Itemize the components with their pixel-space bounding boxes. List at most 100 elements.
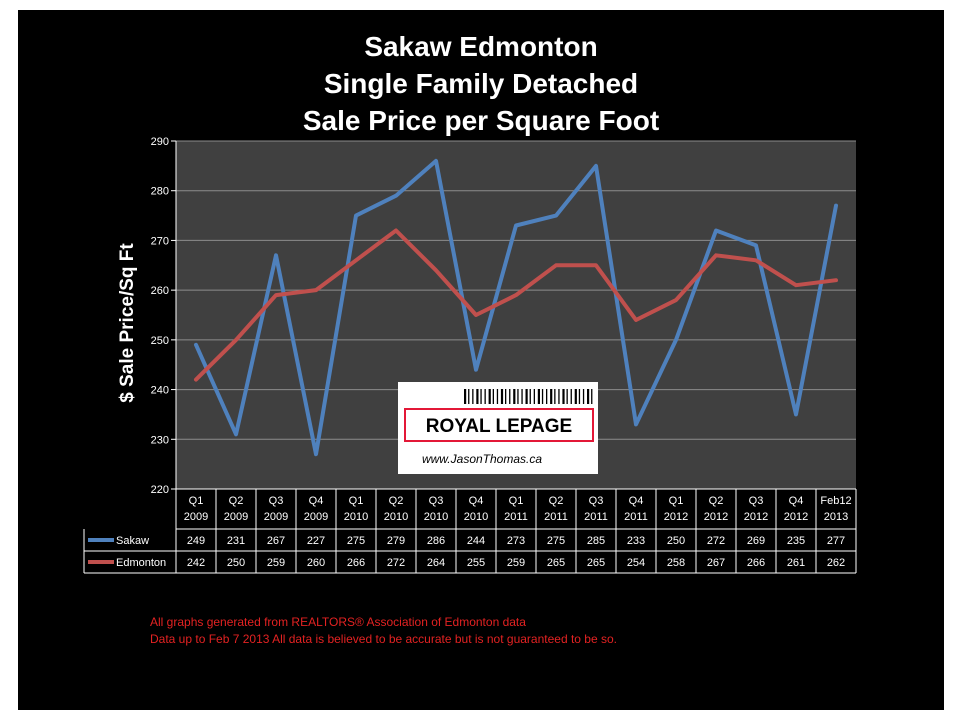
x-tick-label: Q1 bbox=[189, 495, 204, 507]
footer-line-2: Data up to Feb 7 2013 All data is believ… bbox=[150, 632, 617, 646]
chart-title: Sakaw Edmonton Single Family Detached Sa… bbox=[18, 28, 944, 139]
logo-barcode-stripe bbox=[587, 389, 590, 404]
data-label: 250 bbox=[227, 557, 245, 569]
x-tick-label: Q1 bbox=[349, 495, 364, 507]
logo-barcode-stripe bbox=[546, 389, 548, 404]
x-tick-label: Q2 bbox=[549, 495, 564, 507]
logo-barcode-stripe bbox=[484, 389, 486, 404]
x-tick-label: Q1 bbox=[669, 495, 684, 507]
logo-barcode-stripe bbox=[570, 389, 572, 404]
data-label: 267 bbox=[267, 535, 285, 547]
x-tick-label: Q4 bbox=[309, 495, 324, 507]
chart-slide: Sakaw Edmonton Single Family Detached Sa… bbox=[18, 10, 944, 710]
logo-barcode-stripe bbox=[521, 389, 523, 404]
data-label: 273 bbox=[507, 535, 525, 547]
logo-barcode-stripe bbox=[541, 389, 544, 404]
logo-barcode-stripe bbox=[582, 389, 585, 404]
x-tick-label: 2010 bbox=[424, 511, 448, 523]
logo-barcode-stripe bbox=[566, 389, 568, 404]
data-label: 235 bbox=[787, 535, 805, 547]
x-tick-label: 2011 bbox=[624, 511, 648, 523]
data-label: 265 bbox=[587, 557, 605, 569]
x-tick-label: Q4 bbox=[469, 495, 484, 507]
logo-brand: ROYAL LEPAGE bbox=[426, 416, 572, 437]
x-tick-label: Q4 bbox=[629, 495, 644, 507]
data-label: 255 bbox=[467, 557, 485, 569]
x-tick-label: Q1 bbox=[509, 495, 524, 507]
data-label: 264 bbox=[427, 557, 445, 569]
logo-barcode-stripe bbox=[488, 389, 491, 404]
logo-barcode-stripe bbox=[533, 389, 535, 404]
data-label: 272 bbox=[707, 535, 725, 547]
x-tick-label: 2012 bbox=[744, 511, 768, 523]
y-axis-label: $ Sale Price/Sq Ft bbox=[117, 243, 138, 403]
data-label: 249 bbox=[187, 535, 205, 547]
logo-barcode-stripe bbox=[574, 389, 577, 404]
y-tick-label: 290 bbox=[151, 136, 169, 148]
legend-label-edmonton: Edmonton bbox=[116, 557, 166, 569]
data-label: 266 bbox=[347, 557, 365, 569]
logo-barcode-stripe bbox=[525, 389, 528, 404]
title-line-2: Single Family Detached bbox=[323, 68, 639, 99]
logo-barcode-stripe bbox=[476, 389, 479, 404]
logo-barcode-stripe bbox=[562, 389, 565, 404]
data-label: 244 bbox=[467, 535, 485, 547]
logo-barcode-stripe bbox=[472, 389, 474, 404]
x-tick-label: 2010 bbox=[344, 511, 368, 523]
y-tick-label: 250 bbox=[151, 335, 169, 347]
y-tick-label: 270 bbox=[151, 235, 169, 247]
x-tick-label: 2009 bbox=[264, 511, 288, 523]
logo-barcode-stripe bbox=[509, 389, 511, 404]
x-tick-label: 2012 bbox=[704, 511, 728, 523]
data-label: 260 bbox=[307, 557, 325, 569]
x-tick-label: 2010 bbox=[384, 511, 408, 523]
y-tick-label: 230 bbox=[151, 434, 169, 446]
x-tick-label: Feb12 bbox=[820, 495, 851, 507]
series-line-edmonton bbox=[194, 228, 838, 382]
logo-barcode-stripe bbox=[500, 389, 504, 404]
x-tick-label: Q3 bbox=[749, 495, 764, 507]
data-label: 286 bbox=[427, 535, 445, 547]
logo-barcode-stripe bbox=[492, 389, 494, 404]
data-label: 231 bbox=[227, 535, 245, 547]
data-label: 275 bbox=[547, 535, 565, 547]
logo-barcode-stripe bbox=[517, 389, 519, 404]
x-tick-label: Q3 bbox=[429, 495, 444, 507]
logo-barcode-stripe bbox=[529, 389, 531, 404]
y-tick-label: 260 bbox=[151, 285, 169, 297]
data-label: 254 bbox=[627, 557, 645, 569]
data-label: 269 bbox=[747, 535, 765, 547]
logo-barcode-stripe bbox=[468, 389, 470, 404]
x-tick-label: 2012 bbox=[664, 511, 688, 523]
logo-barcode-stripe bbox=[505, 389, 507, 404]
data-label: 266 bbox=[747, 557, 765, 569]
logo-barcode-stripe bbox=[537, 389, 540, 404]
logo-barcode-stripe bbox=[578, 389, 581, 404]
line-chart: 220 230 240 250 260 270 280 290 $ Sale Price/Sq … bbox=[83, 136, 857, 574]
logo-barcode-stripe bbox=[591, 389, 593, 404]
x-tick-label: 2009 bbox=[184, 511, 208, 523]
x-tick-label: Q4 bbox=[789, 495, 804, 507]
footer-line-1: All graphs generated from REALTORS® Asso… bbox=[150, 615, 526, 629]
series-line-sakaw bbox=[194, 158, 838, 457]
data-label: 259 bbox=[507, 557, 525, 569]
x-tick-label: 2011 bbox=[504, 511, 528, 523]
data-label: 259 bbox=[267, 557, 285, 569]
data-label: 277 bbox=[827, 535, 845, 547]
x-tick-label: Q3 bbox=[269, 495, 284, 507]
logo-barcode-stripe bbox=[480, 389, 482, 404]
data-label: 275 bbox=[347, 535, 365, 547]
data-label: 261 bbox=[787, 557, 805, 569]
logo-inner-band bbox=[406, 410, 592, 440]
title-line-3: Sale Price per Square Foot bbox=[302, 105, 660, 136]
x-tick-label: 2012 bbox=[784, 511, 808, 523]
logo-barcode-stripe bbox=[558, 389, 560, 404]
x-tick-label: 2010 bbox=[464, 511, 488, 523]
data-label: 262 bbox=[827, 557, 845, 569]
x-tick-label: 2009 bbox=[224, 511, 248, 523]
footer-note: All graphs generated from REALTORS® Asso… bbox=[150, 614, 617, 648]
x-tick-label: 2013 bbox=[824, 511, 848, 523]
data-label: 258 bbox=[667, 557, 685, 569]
x-tick-label: Q3 bbox=[589, 495, 604, 507]
data-label: 250 bbox=[667, 535, 685, 547]
